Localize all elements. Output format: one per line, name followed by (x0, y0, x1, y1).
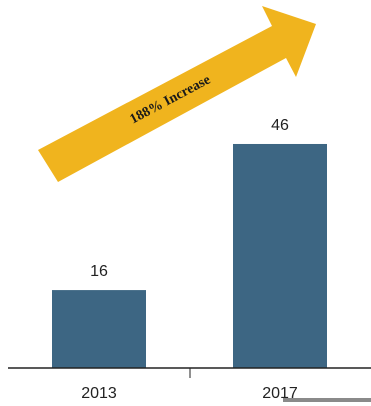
x-tick-label-2013: 2013 (81, 385, 117, 402)
data-label-2017: 46 (271, 117, 289, 134)
bar-2013 (52, 290, 146, 368)
x-axis-tick-labels: 2013 2017 (81, 385, 298, 402)
bars-layer (52, 143, 327, 368)
x-tick-label-2017: 2017 (262, 385, 298, 402)
data-label-2013: 16 (90, 263, 108, 280)
bar-2017 (233, 143, 327, 368)
corner-mark (283, 398, 371, 402)
increase-arrow-shape (38, 6, 316, 182)
